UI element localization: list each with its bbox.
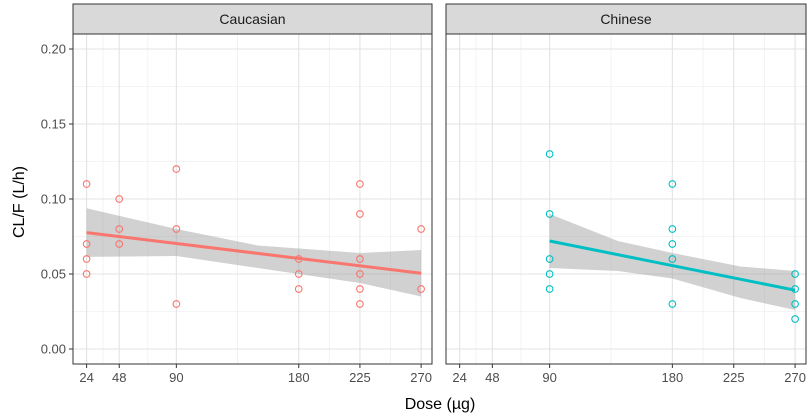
x-tick-label: 225 (723, 370, 745, 385)
data-point (791, 285, 799, 293)
data-point (172, 225, 181, 233)
data-point (115, 240, 124, 248)
x-tick-label: 24 (79, 370, 93, 385)
x-tick-label: 270 (784, 370, 806, 385)
data-point (172, 165, 181, 173)
x-tick-label: 180 (288, 370, 310, 385)
data-point (294, 255, 303, 263)
facet-strip-title-1: Caucasian (219, 11, 285, 27)
data-point (294, 285, 303, 293)
x-tick-label: 90 (169, 370, 183, 385)
data-point (545, 270, 554, 278)
x-tick-label: 90 (542, 370, 556, 385)
data-point (545, 210, 554, 218)
y-tick-label: 0.15 (41, 117, 66, 132)
y-axis-title: CL/F (L/h) (11, 166, 28, 238)
data-point (356, 210, 364, 218)
x-tick-label: 225 (349, 370, 371, 385)
x-tick-label: 24 (452, 370, 466, 385)
data-point (82, 255, 91, 263)
data-point (172, 300, 181, 308)
regression-line-1 (86, 231, 422, 275)
y-tick-label: 0.00 (41, 342, 66, 357)
data-point (356, 300, 364, 308)
data-point (668, 180, 677, 188)
data-point (356, 180, 364, 188)
data-point (791, 270, 799, 278)
data-point (356, 270, 364, 278)
data-point (417, 225, 425, 233)
x-tick-label: 270 (410, 370, 432, 385)
y-tick-label: 0.10 (41, 192, 66, 207)
data-point (294, 270, 303, 278)
y-tick-label: 0.05 (41, 267, 66, 282)
facet-strip-2 (445, 3, 807, 35)
facet-strip-title-2: Chinese (600, 11, 652, 27)
data-point (791, 315, 799, 323)
panel-border-2 (445, 33, 807, 365)
x-tick-label: 48 (485, 370, 499, 385)
data-point (417, 285, 425, 293)
x-axis-title: Dose (µg) (405, 396, 476, 413)
data-point (115, 195, 124, 203)
data-point (668, 225, 677, 233)
data-point (668, 255, 677, 263)
data-point (115, 225, 124, 233)
y-tick-label: 0.20 (41, 42, 66, 57)
data-point (82, 270, 91, 278)
data-point (545, 255, 554, 263)
data-point (356, 285, 364, 293)
data-point (791, 300, 799, 308)
data-point (82, 240, 91, 248)
data-point (545, 285, 554, 293)
x-tick-label: 48 (112, 370, 126, 385)
data-point (545, 150, 554, 158)
regression-line-2 (549, 239, 796, 292)
data-point (356, 255, 364, 263)
x-tick-label: 180 (662, 370, 684, 385)
data-point (82, 180, 91, 188)
data-point (668, 300, 677, 308)
facet-strip-1 (72, 3, 433, 35)
data-point (668, 240, 677, 248)
